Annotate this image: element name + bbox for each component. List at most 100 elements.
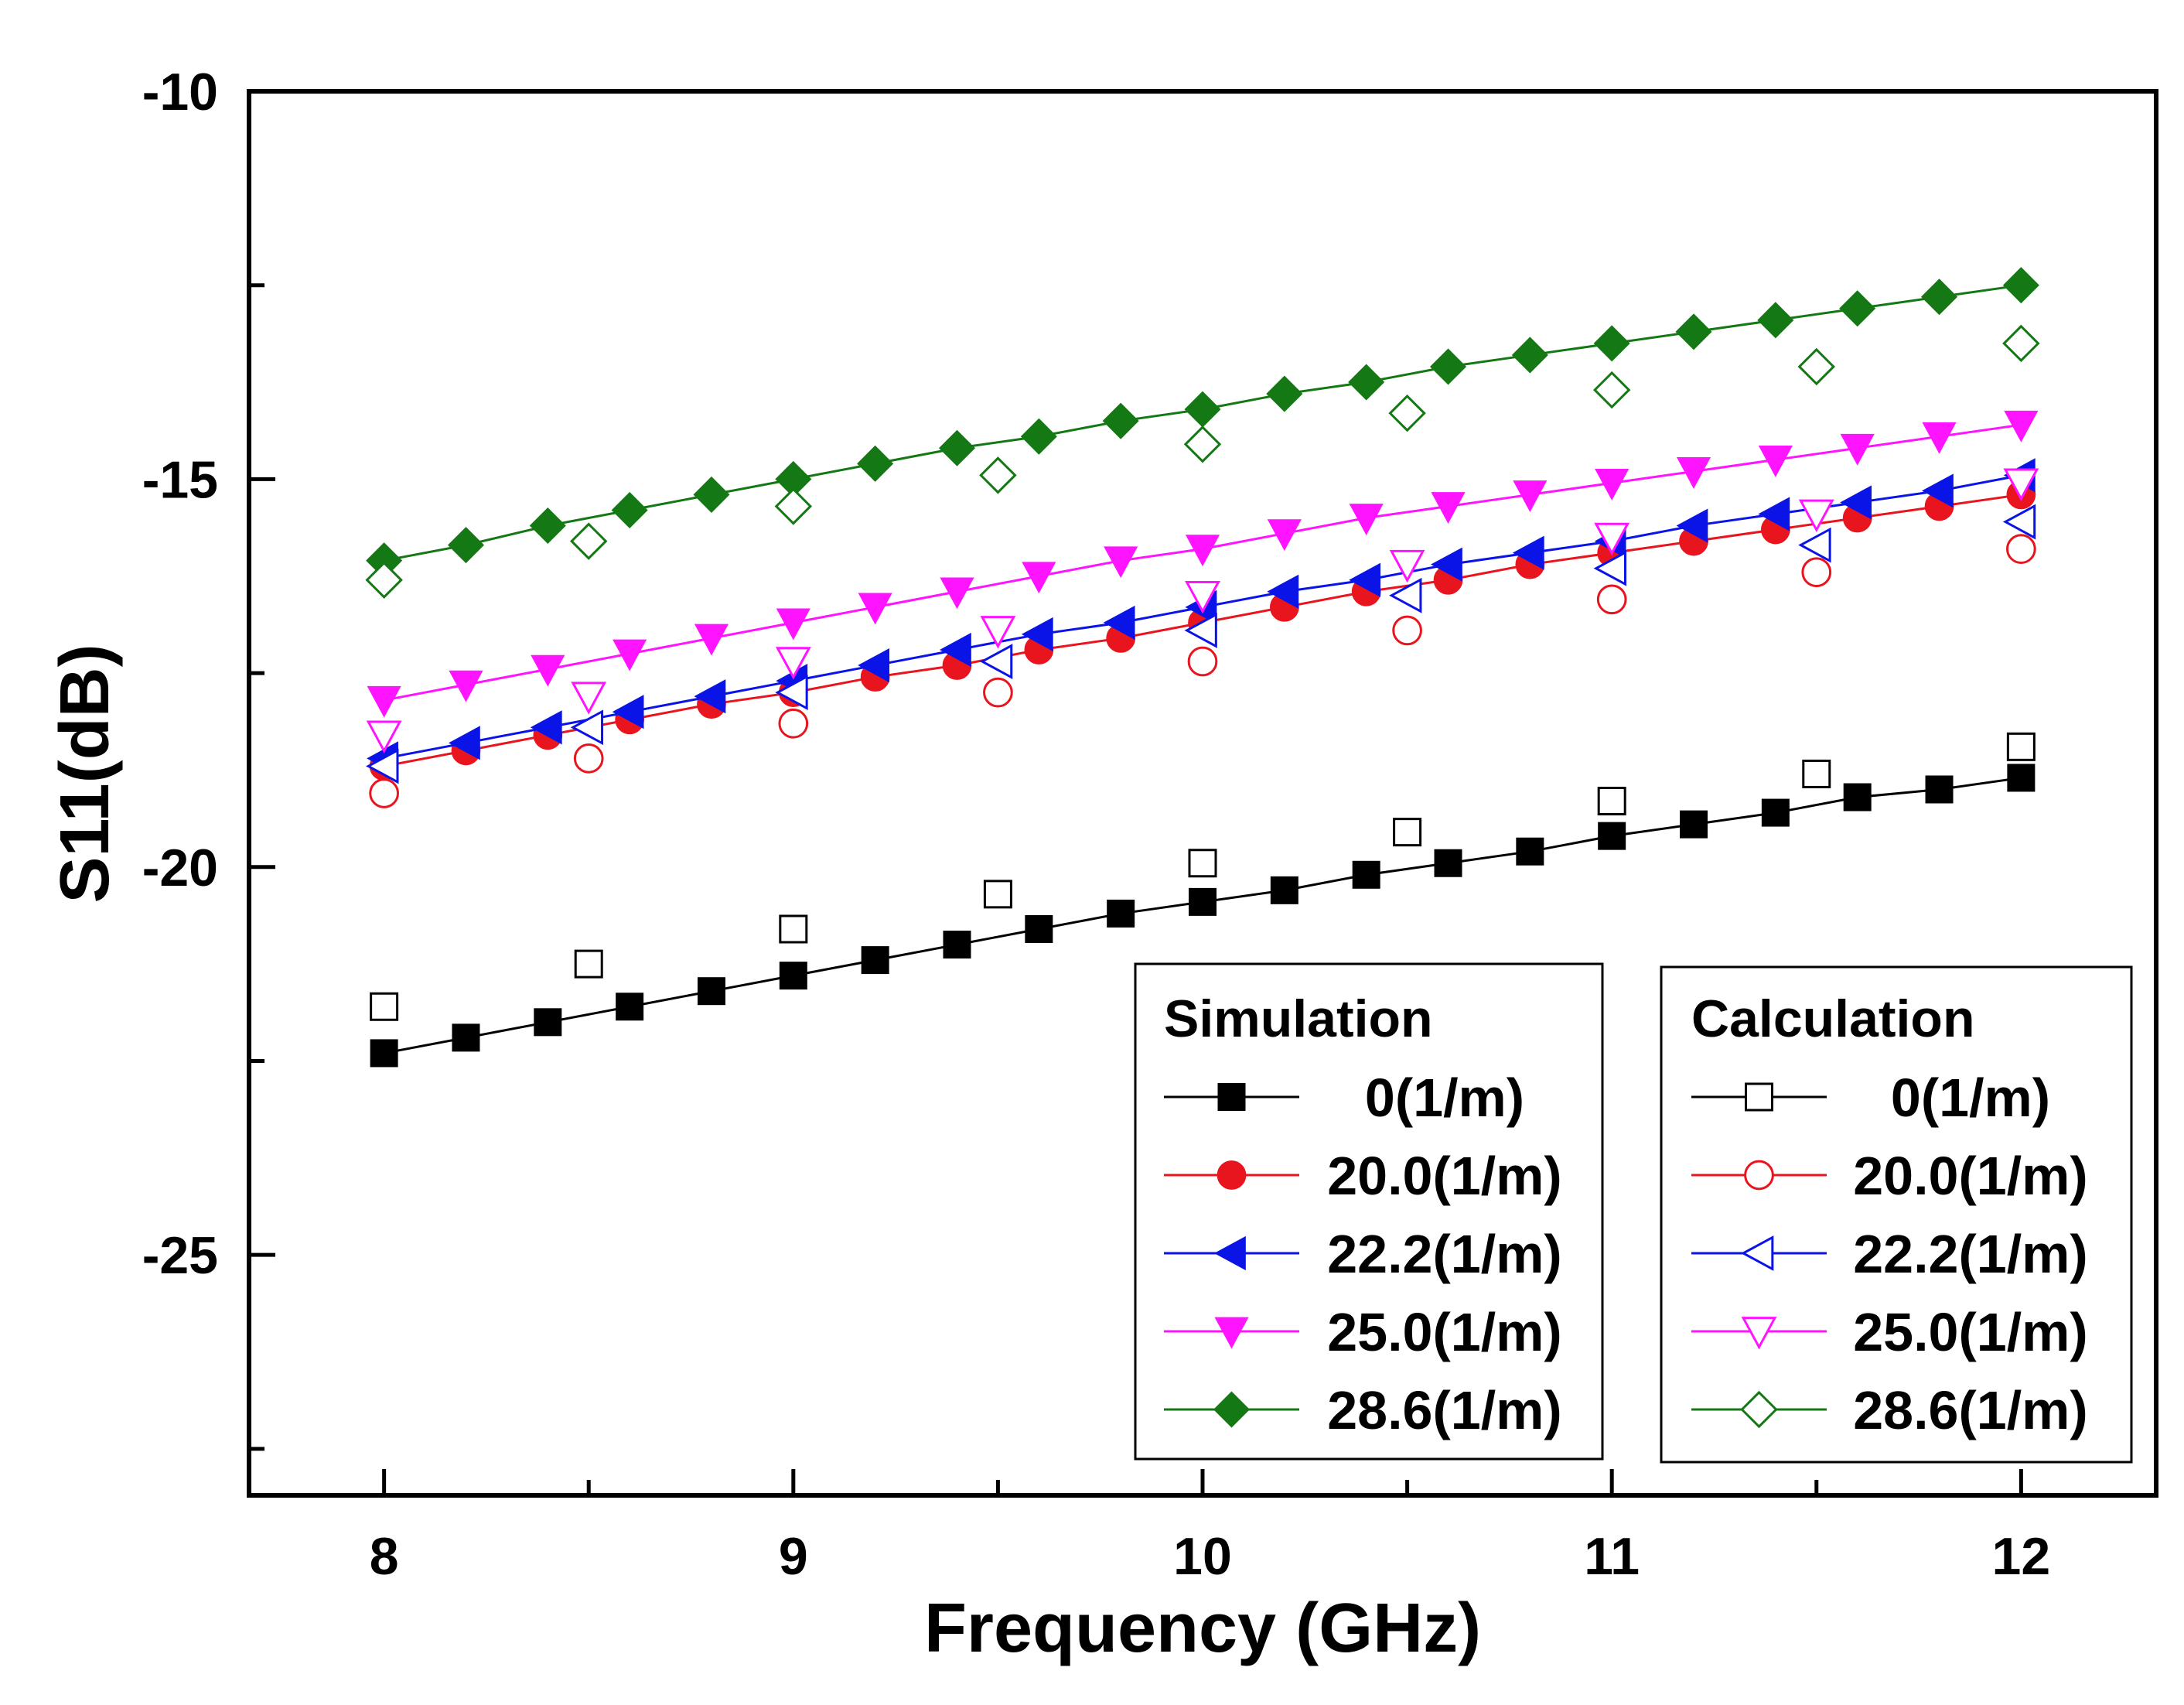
simulation-point: [2004, 410, 2039, 442]
legend-simulation-title: Simulation: [1164, 989, 1433, 1048]
calculation-point: [1592, 371, 1631, 409]
simulation-point: [1840, 433, 1875, 466]
x-tick-label: 10: [1173, 1527, 1232, 1586]
calculation-point: [1185, 580, 1220, 614]
simulation-point: [1676, 508, 1708, 543]
simulation-point: [1431, 492, 1466, 524]
simulation-point: [448, 726, 480, 760]
legend-label: 20.0(1/m): [1853, 1146, 2087, 1206]
simulation-point: [1921, 278, 1958, 316]
calculation-point: [2002, 504, 2036, 540]
calculation-point: [1798, 499, 1834, 533]
simulation-point: [531, 654, 565, 687]
legend-marker: [1213, 1235, 1246, 1271]
legend-label: 20.0(1/m): [1327, 1146, 1561, 1206]
series-4: [365, 267, 2040, 599]
simulation-point: [2002, 267, 2039, 304]
simulation-point: [1922, 422, 1957, 454]
calculation-point: [1596, 584, 1627, 615]
calculation-point: [1801, 557, 1832, 588]
simulation-point: [611, 491, 648, 529]
series-0: [370, 732, 2036, 1068]
calculation-point: [779, 914, 808, 944]
simulation-point: [367, 685, 401, 718]
calculation-point: [1797, 347, 1835, 386]
calculation-point: [775, 675, 808, 711]
legend-label: 25.0(1/m): [1853, 1302, 2087, 1362]
calculation-point: [775, 647, 811, 680]
simulation-point: [1595, 469, 1629, 501]
simulation-point: [616, 993, 644, 1021]
simulation-point: [1348, 364, 1385, 401]
calculation-point: [369, 778, 399, 808]
simulation-point: [1922, 473, 1954, 508]
simulation-point: [1925, 775, 1954, 804]
y-tick-label: -15: [142, 450, 218, 509]
simulation-point: [1434, 849, 1462, 877]
legend-calculation-box: [1660, 965, 2133, 1464]
simulation-point: [613, 639, 647, 671]
calculation-point: [573, 743, 604, 774]
calculation-point: [1389, 577, 1422, 613]
simulation-point: [1104, 546, 1138, 579]
calculation-point: [1392, 615, 1422, 646]
simulation-point: [1020, 418, 1057, 455]
simulation-point: [940, 577, 974, 610]
calculation-point: [1597, 787, 1626, 816]
simulation-point: [1429, 348, 1467, 385]
simulation-point: [1267, 574, 1299, 609]
legend-marker: [1217, 1160, 1247, 1190]
simulation-point: [1431, 547, 1462, 582]
calculation-point: [2003, 468, 2039, 501]
legend-calculation: Calculation 0(1/m) 20.0(1/m) 22.2(1/m) 25.0…: [1660, 965, 2133, 1464]
legend-marker: [1213, 1391, 1251, 1428]
calculation-point: [366, 720, 402, 753]
calculation-point: [1802, 759, 1831, 788]
calculation-point: [1183, 425, 1222, 463]
simulation-point: [1512, 535, 1544, 570]
simulation-point: [694, 679, 726, 714]
simulation-point: [779, 962, 807, 990]
simulation-point: [858, 647, 889, 683]
simulation-point: [1021, 617, 1053, 652]
simulation-point: [1266, 375, 1303, 412]
simulation-point: [1511, 337, 1548, 374]
simulation-point: [943, 931, 971, 959]
simulation-point: [694, 624, 729, 656]
simulation-point: [1676, 457, 1711, 489]
simulation-point: [529, 507, 566, 545]
legend-label: 22.2(1/m): [1327, 1224, 1561, 1284]
calculation-point: [574, 949, 603, 979]
calculation-point: [1184, 613, 1217, 648]
simulation-point: [939, 632, 971, 668]
legend-simulation-box: [1134, 962, 1604, 1461]
series-2: [366, 458, 2036, 784]
legend-label: 28.6(1/m): [1327, 1380, 1561, 1440]
x-tick-label: 11: [1584, 1527, 1640, 1586]
simulation-point: [1675, 313, 1712, 350]
calculation-point: [366, 748, 399, 784]
simulation-point: [1349, 562, 1381, 597]
calculation-point: [979, 456, 1017, 494]
calculation-point: [1188, 849, 1217, 878]
simulation-point: [530, 710, 562, 745]
calculation-point: [983, 880, 1012, 909]
legend-simulation: Simulation 0(1/m) 20.0(1/m) 22.2(1/m) 25.0(…: [1134, 962, 1604, 1461]
simulation-point: [1840, 485, 1872, 520]
calculation-point: [1187, 646, 1218, 677]
calculation-point: [2002, 324, 2040, 363]
simulation-point: [1598, 822, 1626, 850]
y-tick-label: -20: [142, 839, 218, 897]
simulation-point: [938, 429, 976, 466]
calculation-point: [1798, 527, 1831, 563]
legend-calculation-title: Calculation: [1691, 989, 1975, 1048]
calculation-point: [1389, 549, 1425, 583]
legend-marker: [1214, 1317, 1249, 1349]
simulation-point: [1843, 783, 1872, 811]
calculation-point: [370, 992, 399, 1021]
simulation-point: [857, 445, 894, 482]
simulation-point: [858, 593, 892, 625]
y-axis: -10 -15 -20 -25: [142, 63, 275, 1451]
calculation-point: [1393, 818, 1422, 847]
